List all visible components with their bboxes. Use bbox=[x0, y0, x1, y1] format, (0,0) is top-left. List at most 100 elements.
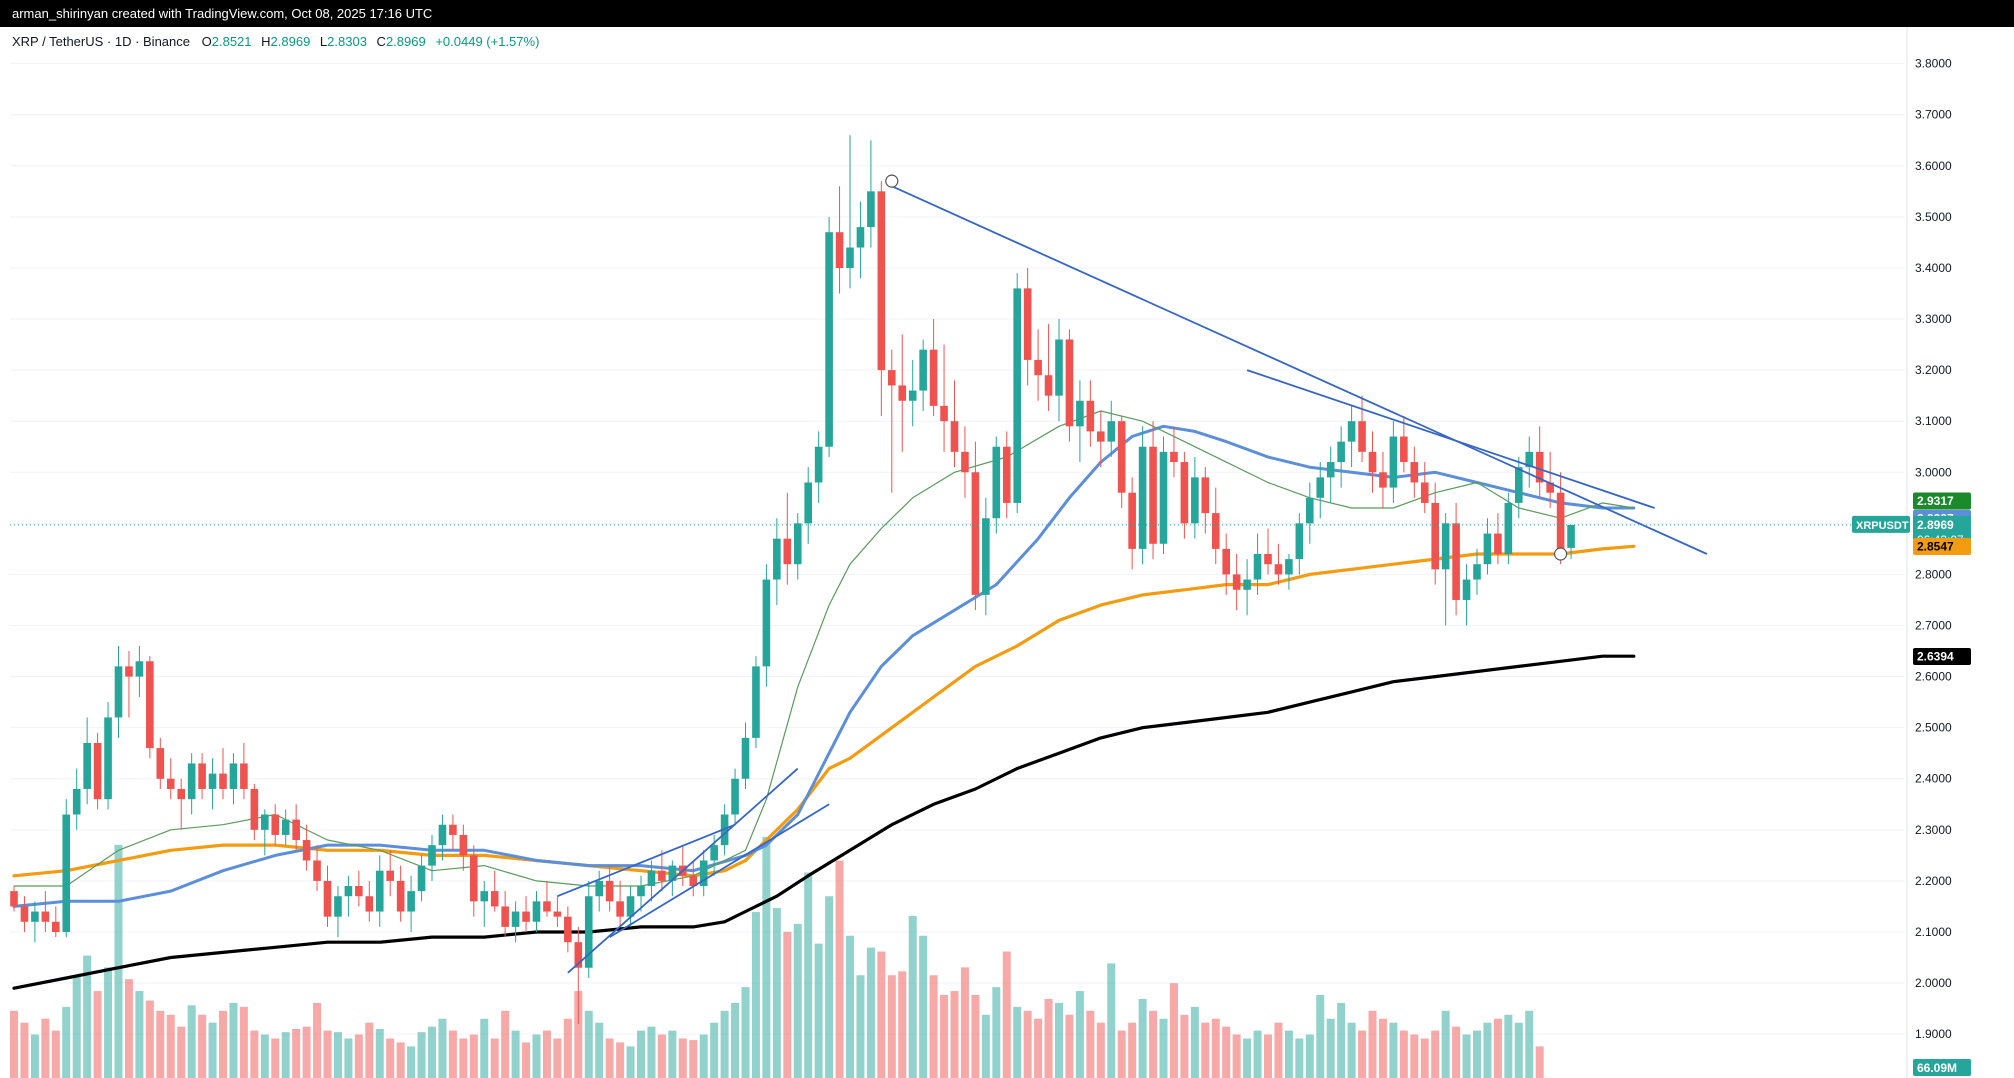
candle-body bbox=[281, 819, 290, 835]
candle-body bbox=[982, 518, 990, 595]
volume-bar bbox=[919, 935, 928, 1078]
volume-bar bbox=[1452, 1026, 1461, 1078]
candle-body bbox=[908, 390, 917, 401]
candle-body bbox=[219, 773, 227, 789]
volume-bar bbox=[647, 1026, 656, 1078]
volume-bar bbox=[553, 1038, 562, 1078]
volume-bar bbox=[741, 987, 750, 1078]
candle-body bbox=[668, 865, 677, 881]
candle-body bbox=[825, 232, 833, 447]
candle-body bbox=[564, 916, 572, 943]
volume-bar bbox=[292, 1029, 301, 1078]
volume-bar bbox=[1378, 1018, 1387, 1078]
volume-bar bbox=[438, 1018, 447, 1078]
volume-bar bbox=[595, 1022, 604, 1078]
candle-body bbox=[93, 742, 102, 800]
volume-bar bbox=[30, 1034, 39, 1078]
candle-body bbox=[1055, 339, 1063, 396]
trendline bbox=[567, 767, 799, 974]
candle-body bbox=[616, 901, 624, 917]
candle-body bbox=[62, 814, 71, 932]
candle-body bbox=[543, 901, 551, 912]
candle-body bbox=[428, 845, 436, 866]
candle-body bbox=[208, 773, 217, 789]
open-value: 2.8521 bbox=[211, 34, 252, 49]
candle-body bbox=[888, 370, 896, 386]
volume-bar bbox=[1316, 995, 1325, 1078]
candle-body bbox=[574, 942, 583, 968]
candle-body bbox=[1013, 288, 1021, 503]
candle-body bbox=[355, 886, 363, 897]
trendlines[interactable] bbox=[557, 174, 1708, 974]
volume-bar bbox=[344, 1038, 353, 1078]
volume-bar bbox=[532, 1034, 541, 1078]
candle-body bbox=[814, 446, 823, 483]
candle-body bbox=[187, 763, 196, 800]
candle-body bbox=[1222, 548, 1230, 575]
volume-bar bbox=[971, 995, 980, 1078]
moving-averages bbox=[12, 410, 1636, 990]
candle-body bbox=[1494, 533, 1502, 554]
candle-body bbox=[135, 661, 144, 677]
volume-bar bbox=[281, 1032, 290, 1078]
candle-body bbox=[522, 911, 530, 922]
y-tick-label: 1.9000 bbox=[1915, 1027, 1952, 1041]
volume-bar bbox=[459, 1038, 468, 1078]
candle-body bbox=[1274, 564, 1283, 575]
volume-bar bbox=[219, 1010, 227, 1078]
candle-body bbox=[658, 870, 666, 881]
volume-bar bbox=[793, 923, 802, 1078]
candle-body bbox=[10, 891, 18, 907]
ma200-badge: 2.6394 bbox=[1913, 647, 1971, 665]
y-tick-label: 3.1000 bbox=[1915, 414, 1952, 428]
volume-bar bbox=[490, 1038, 499, 1078]
candle-body bbox=[438, 824, 447, 846]
candle-body bbox=[595, 880, 603, 897]
ma20-badge: 2.9317 bbox=[1913, 492, 1971, 510]
volume-bar bbox=[1013, 1006, 1022, 1078]
volume-bar bbox=[783, 931, 792, 1078]
candle-body bbox=[511, 911, 520, 927]
volume-bar bbox=[1431, 1030, 1440, 1078]
volume-bar bbox=[1358, 1030, 1367, 1078]
candle-body bbox=[1326, 462, 1335, 478]
volume-badge-value: 66.09M bbox=[1917, 1061, 1957, 1075]
candle-body bbox=[1462, 579, 1471, 600]
volume-bar bbox=[1023, 1010, 1032, 1078]
volume-bar bbox=[1326, 1018, 1335, 1078]
y-tick-label: 3.5000 bbox=[1915, 210, 1952, 224]
high-label: H bbox=[261, 34, 271, 49]
low-label: L bbox=[319, 34, 328, 49]
candle-body bbox=[344, 886, 353, 897]
candle-body bbox=[846, 247, 854, 268]
volume-bar bbox=[1337, 1002, 1346, 1078]
candle-body bbox=[1316, 477, 1325, 498]
volume-bar bbox=[354, 1034, 363, 1078]
volume-bar bbox=[751, 912, 760, 1078]
candle-body bbox=[417, 865, 426, 892]
volume-bar bbox=[898, 971, 907, 1078]
candle-body bbox=[710, 845, 718, 861]
candle-body bbox=[480, 891, 489, 902]
candle-body bbox=[1285, 559, 1293, 575]
volume-bar bbox=[731, 1002, 740, 1078]
change-value: +0.0449 (+1.57%) bbox=[435, 34, 540, 49]
volume-bar bbox=[1055, 1002, 1063, 1078]
volume-bar bbox=[846, 935, 854, 1078]
candle-body bbox=[240, 763, 248, 789]
volume-bar bbox=[1075, 991, 1084, 1078]
candle-body bbox=[1023, 288, 1032, 360]
price-chart[interactable]: 3.8000 3.7000 3.6000 3.5000 3.4000 3.3000 3.20… bbox=[0, 27, 2014, 1078]
symbol-name[interactable]: XRP / TetherUS · 1D · Binance bbox=[12, 34, 190, 49]
high-value: 2.8969 bbox=[270, 34, 311, 49]
trendline bbox=[609, 803, 830, 938]
volume-bar bbox=[1034, 1018, 1043, 1078]
volume-bar bbox=[1493, 1018, 1502, 1078]
candle-body bbox=[637, 886, 645, 897]
volume-bar bbox=[93, 991, 102, 1078]
volume-bar bbox=[1368, 1010, 1377, 1078]
candle-body bbox=[940, 405, 948, 422]
volume-bar bbox=[448, 1030, 457, 1078]
candle-body bbox=[1504, 502, 1513, 554]
candle-body bbox=[1253, 554, 1262, 580]
